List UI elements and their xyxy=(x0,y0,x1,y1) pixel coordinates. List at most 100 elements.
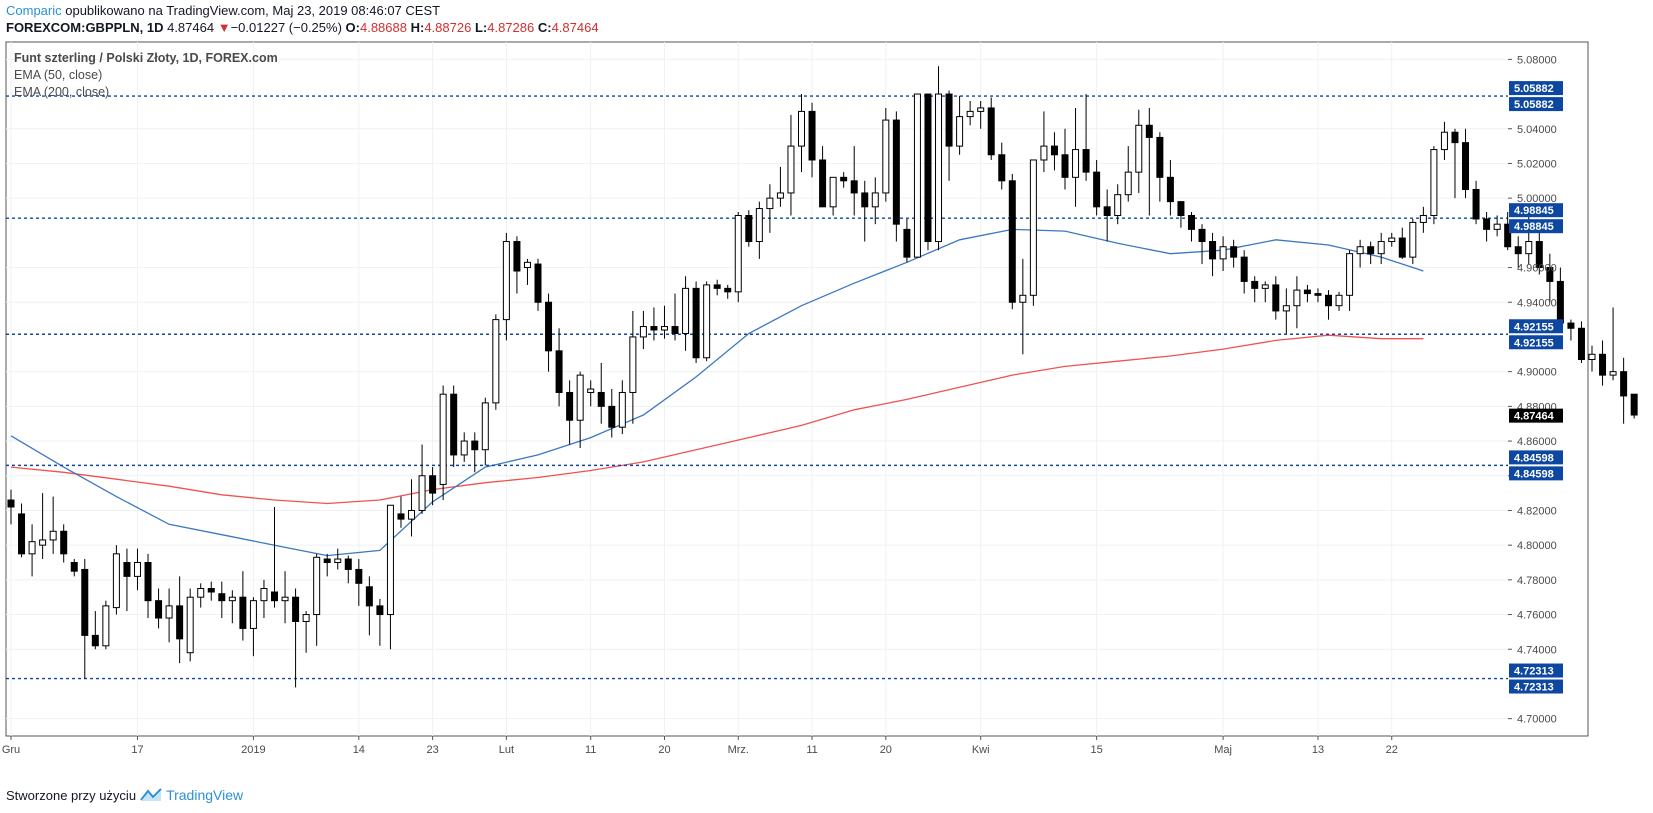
candle-down xyxy=(861,192,869,208)
footer-text: Stworzone przy użyciu xyxy=(6,787,137,803)
level-price-label: 4.98845 xyxy=(1514,205,1554,217)
time-axis[interactable]: Gru 17 2019 14 23 Lut 11 20 Mrz. 11 20 Kwi 15 Maj 13 22 xyxy=(2,736,1398,756)
x-tick-label: 17 xyxy=(131,744,143,756)
candle-down xyxy=(534,263,542,303)
candle-up xyxy=(682,287,690,334)
candle-down xyxy=(239,596,247,629)
candle-down xyxy=(945,93,953,147)
close-label: C: xyxy=(537,20,552,35)
level-price-label: 4.92155 xyxy=(1514,337,1554,349)
candle-up xyxy=(766,197,774,210)
level-price-label: 4.72313 xyxy=(1514,666,1554,678)
candle-up xyxy=(1440,131,1448,151)
candle-down xyxy=(429,475,437,494)
level-price-label: 4.84598 xyxy=(1514,468,1554,480)
candle-down xyxy=(292,596,300,622)
low-value: 4.87286 xyxy=(487,20,535,35)
level-price-tag xyxy=(1509,679,1563,694)
candle-up xyxy=(703,284,711,359)
candle-up xyxy=(313,556,321,616)
x-tick-label: 23 xyxy=(426,744,438,756)
y-tick-label: 4.74000 xyxy=(1517,644,1557,656)
candle-up xyxy=(755,208,763,243)
y-tick-label: 4.94000 xyxy=(1517,297,1557,309)
candle-down xyxy=(850,180,858,194)
candle-down xyxy=(1367,246,1375,255)
price-change: −0.01227 (−0.25%) xyxy=(230,20,342,35)
candle-up xyxy=(523,261,531,269)
level-price-tag xyxy=(1509,466,1563,481)
footer-brand[interactable]: TradingView xyxy=(166,787,244,803)
x-tick-label: 20 xyxy=(880,744,892,756)
horizontal-levels xyxy=(6,95,1508,680)
footer: Stworzone przy użyciu TradingView xyxy=(6,787,243,803)
candle-down xyxy=(1472,188,1480,220)
ema50-line-group xyxy=(10,228,1424,557)
candle-up xyxy=(776,192,784,199)
legend-ema50: EMA (50, close) xyxy=(14,68,102,82)
level-price-tag xyxy=(1509,81,1563,96)
candle-up xyxy=(618,391,626,428)
candle-up xyxy=(1114,194,1122,216)
candle-down xyxy=(1272,284,1280,312)
y-tick-label: 5.02000 xyxy=(1517,158,1557,170)
candle-down xyxy=(91,634,99,647)
candle-down xyxy=(7,499,15,508)
candles xyxy=(7,66,1638,688)
y-tick-label: 4.78000 xyxy=(1517,575,1557,587)
candle-up xyxy=(439,393,447,485)
candle-up xyxy=(481,402,489,451)
publisher-name[interactable]: Comparic xyxy=(6,3,62,18)
candle-up xyxy=(133,562,141,577)
candle-up xyxy=(871,192,879,208)
candle-down xyxy=(1398,237,1406,258)
candle-up xyxy=(787,145,795,194)
candle-down xyxy=(450,393,458,456)
x-tick-label: Mrz. xyxy=(728,744,749,756)
candle-down xyxy=(365,586,373,607)
price-axis[interactable]: 5.08000 5.04000 5.02000 5.00000 4.96000 4.940… xyxy=(1508,54,1563,726)
candle-down xyxy=(271,591,278,602)
ema200-line-group xyxy=(10,334,1424,505)
ema50-line xyxy=(10,228,1424,557)
candle-up xyxy=(460,440,468,456)
candle-down xyxy=(1556,280,1564,324)
candle-up xyxy=(197,588,205,598)
close-value: 4.87464 xyxy=(551,20,599,35)
candle-up xyxy=(49,530,57,541)
candle-down xyxy=(1061,154,1069,178)
candle-down xyxy=(1103,206,1111,216)
level-price-tag xyxy=(1509,450,1563,465)
candle-down xyxy=(176,605,184,640)
candle-up xyxy=(1072,149,1080,178)
candle-down xyxy=(840,176,848,182)
candle-down xyxy=(555,350,563,393)
y-tick-label: 4.70000 xyxy=(1517,714,1557,726)
candle-down xyxy=(566,391,574,421)
x-tick-label: Kwi xyxy=(972,744,990,756)
candle-down xyxy=(1567,322,1575,329)
candle-down xyxy=(1483,218,1491,230)
x-tick-label: 22 xyxy=(1386,744,1398,756)
candle-up xyxy=(186,596,194,654)
candle-down xyxy=(70,562,78,572)
level-price-tag xyxy=(1509,319,1563,334)
x-tick-label: Gru xyxy=(2,744,20,756)
candle-up xyxy=(629,336,637,393)
candle-up xyxy=(1282,305,1290,312)
candle-down xyxy=(344,558,352,570)
candle-up xyxy=(1124,171,1132,196)
high-label: H: xyxy=(410,20,425,35)
candle-down xyxy=(1303,289,1311,295)
candle-down xyxy=(608,405,616,428)
candle-up xyxy=(39,539,47,546)
candle-down xyxy=(323,558,331,564)
x-tick-label: Lut xyxy=(499,744,514,756)
candle-down xyxy=(808,110,816,161)
candle-up xyxy=(260,588,268,602)
y-tick-label: 4.76000 xyxy=(1517,610,1557,622)
x-tick-label: 11 xyxy=(806,744,817,756)
level-price-label: 4.92155 xyxy=(1514,321,1554,333)
last-price: 4.87464 xyxy=(167,20,215,35)
